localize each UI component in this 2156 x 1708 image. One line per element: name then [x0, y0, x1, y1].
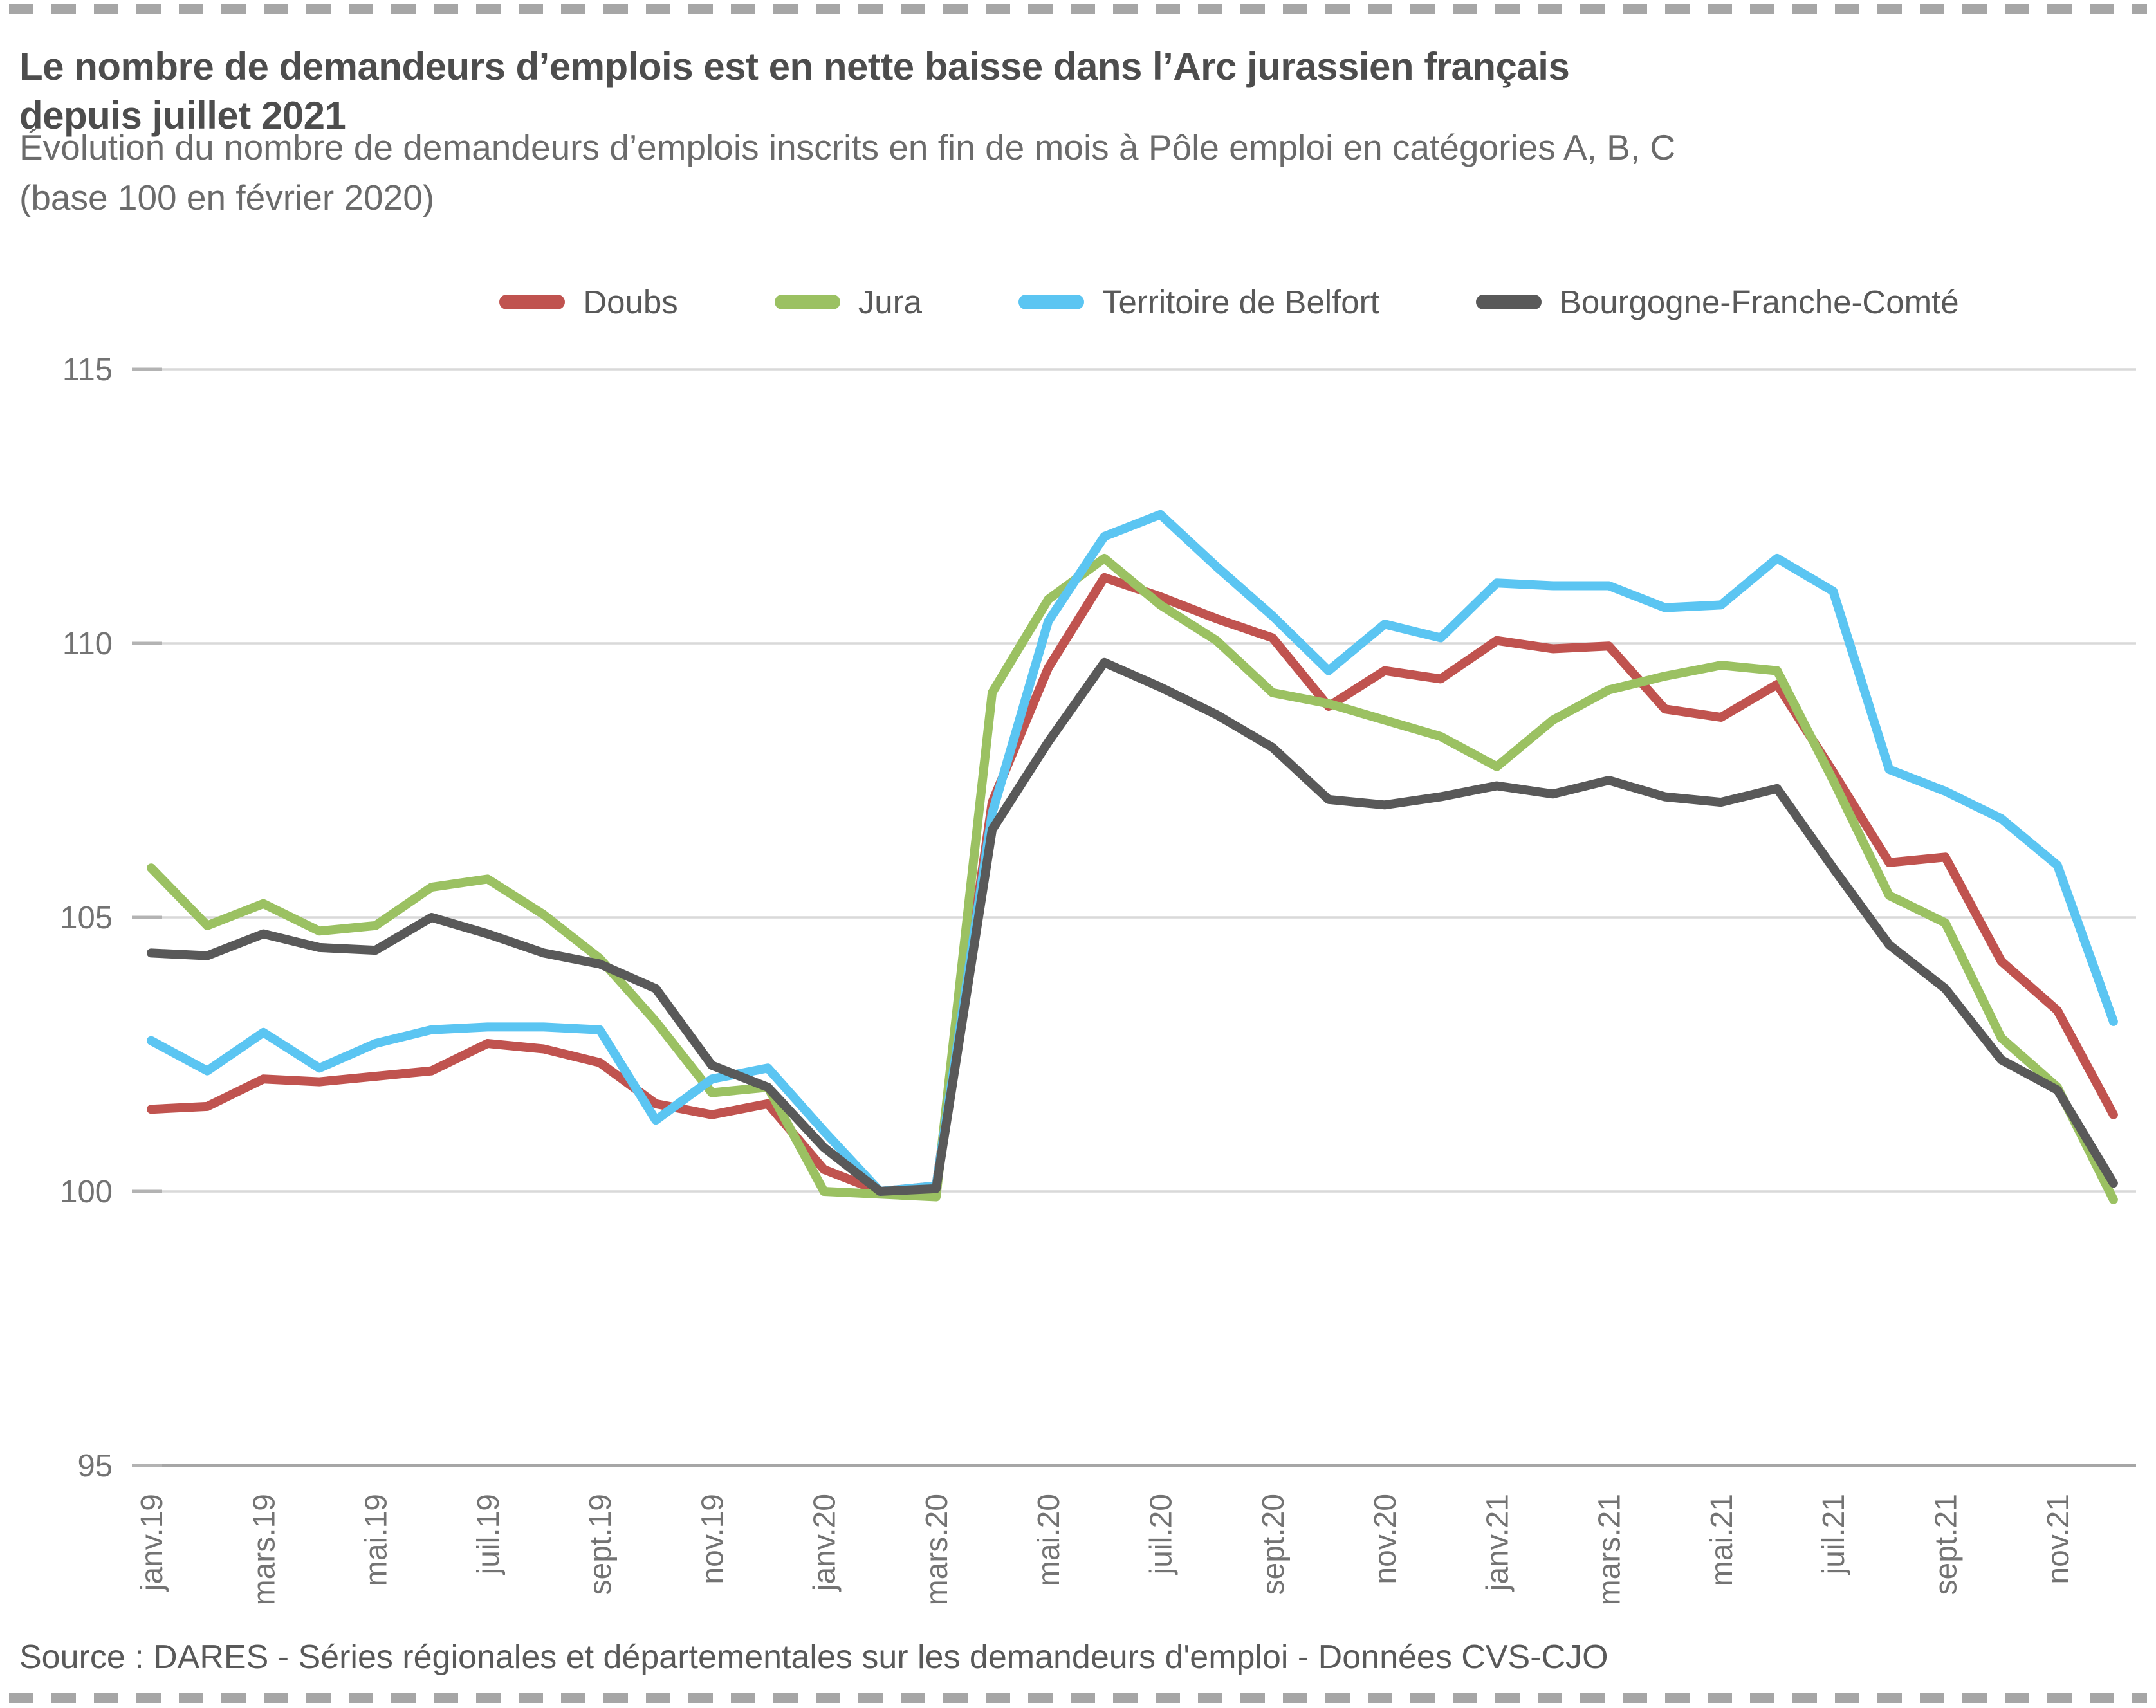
x-axis-label: mai.19	[360, 1494, 394, 1586]
legend-item-jura: Jura	[774, 283, 922, 321]
series-line-jura	[147, 553, 2118, 1204]
x-axis-label: sept.19	[584, 1494, 618, 1595]
chart-title-line2: depuis juillet 2021	[19, 94, 346, 138]
series-line-territoire-de-belfort	[147, 510, 2118, 1196]
x-axis-label: mai.21	[1705, 1494, 1739, 1586]
dashed-border-top	[9, 4, 2147, 14]
chart-subtitle-line1: Évolution du nombre de demandeurs d’empl…	[19, 127, 1676, 167]
series-line-doubs	[147, 573, 2118, 1196]
x-axis-label: juil.19	[472, 1494, 506, 1575]
x-axis-label: juil.21	[1817, 1494, 1851, 1575]
x-axis-label: sept.21	[1930, 1494, 1964, 1595]
chart-subtitle-line2: (base 100 en février 2020)	[19, 178, 435, 217]
x-axis-label: sept.20	[1257, 1494, 1291, 1595]
y-axis-label: 95	[77, 1449, 113, 1483]
legend-swatch-icon	[774, 295, 840, 309]
legend-item-bourgogne-franche-comt-: Bourgogne-Franche-Comté	[1475, 283, 1959, 321]
x-axis-label: mai.20	[1032, 1494, 1066, 1586]
series-line-bourgogne-franche-comt-	[147, 657, 2118, 1196]
x-axis-label: juil.20	[1145, 1494, 1179, 1575]
x-axis-label: mars.20	[920, 1494, 954, 1605]
y-axis-label: 115	[62, 353, 113, 387]
x-axis-label: janv.20	[808, 1494, 842, 1592]
legend-swatch-icon	[1018, 295, 1084, 309]
legend-label-bourgogne-franche-comt-: Bourgogne-Franche-Comté	[1559, 284, 1959, 320]
x-axis-label: mars.19	[247, 1494, 281, 1605]
x-axis-label: janv.19	[135, 1494, 169, 1592]
dashed-border-bottom	[9, 1693, 2147, 1703]
x-axis-label: nov.19	[696, 1494, 730, 1584]
chart-legend: Doubs Jura Territoire de Belfort Bourgogne-…	[0, 283, 2156, 321]
legend-swatch-icon	[1475, 295, 1542, 309]
chart-subtitle: Évolution du nombre de demandeurs d’empl…	[19, 122, 2130, 223]
x-axis-label: nov.20	[1368, 1494, 1403, 1584]
source-note: Source : DARES - Séries régionales et dé…	[19, 1639, 1608, 1676]
chart-title-line1: Le nombre de demandeurs d’emplois est en…	[19, 45, 1570, 89]
legend-swatch-icon	[499, 295, 566, 309]
legend-label-territoire-de-belfort: Territoire de Belfort	[1101, 284, 1379, 320]
x-axis-label: nov.21	[2041, 1494, 2076, 1584]
y-axis-label: 100	[60, 1175, 113, 1209]
legend-item-doubs: Doubs	[499, 283, 678, 321]
chart-title: Le nombre de demandeurs d’emplois est en…	[19, 42, 2130, 140]
x-axis-label: janv.21	[1480, 1494, 1515, 1592]
legend-label-doubs: Doubs	[583, 284, 678, 320]
y-axis-label: 110	[62, 627, 113, 661]
y-axis-label: 105	[60, 901, 113, 935]
legend-label-jura: Jura	[858, 284, 922, 320]
legend-item-territoire-de-belfort: Territoire de Belfort	[1018, 283, 1379, 321]
x-axis-label: mars.21	[1593, 1494, 1627, 1605]
